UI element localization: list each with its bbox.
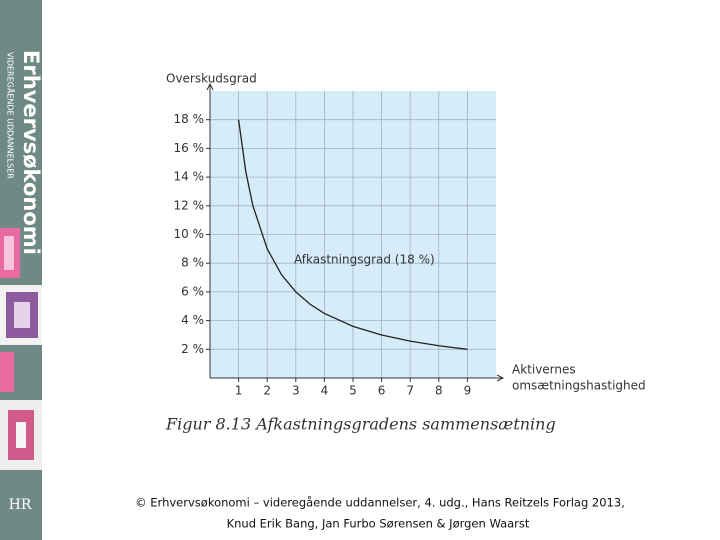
brand-subtitle: VIDEREGÅENDE UDDANNELSER [6,52,17,179]
caption: Figur 8.13 Afkastningsgradens sammensætn… [165,415,556,434]
y-tick-label: 4 % [181,313,204,327]
y-tick-label: 16 % [174,141,205,155]
x-tick-label: 5 [349,384,357,398]
line [237,119,468,350]
x-tick-label: 7 [406,384,414,398]
footer-line: © Erhvervsøkonomi – videregående uddanne… [135,496,625,510]
x-tick-label: 6 [378,384,386,398]
x-tick-label: 4 [321,384,329,398]
axis [210,374,505,382]
y-tick-label: 14 % [174,170,205,184]
y-tick-label: 8 % [181,256,204,270]
footer-line: Knud Erik Bang, Jan Furbo Sørensen & Jør… [227,517,530,531]
x-tick-label: 9 [464,384,472,398]
logo: HR [9,497,32,513]
y-tick-label: 2 % [181,342,204,356]
y-tick-label: 10 % [174,227,205,241]
x-axis-label: Aktivernes [512,363,576,377]
y-tick-label: 6 % [181,284,204,298]
y-tick-label: 12 % [174,198,205,212]
x-tick-label: 3 [292,384,300,398]
x-tick-label: 8 [435,384,443,398]
x-axis-label: omsætningshastighed [512,379,646,393]
chart: 2 % 4 % 6 % 8 % 10 % 12 % 14 % 16 % 18 % 1 2 3 4 5 6 7 8… [174,82,505,398]
annotation: Afkastningsgrad (18 %) [294,253,435,267]
x-tick-label: 1 [235,384,243,398]
y-axis-label: Overskudsgrad [166,72,257,86]
axis [206,82,214,378]
brand: Erhvervsøkonomi [19,50,43,255]
y-tick-label: 18 % [174,112,205,126]
sidebar-decoration [0,228,42,470]
x-tick-label: 2 [263,384,271,398]
